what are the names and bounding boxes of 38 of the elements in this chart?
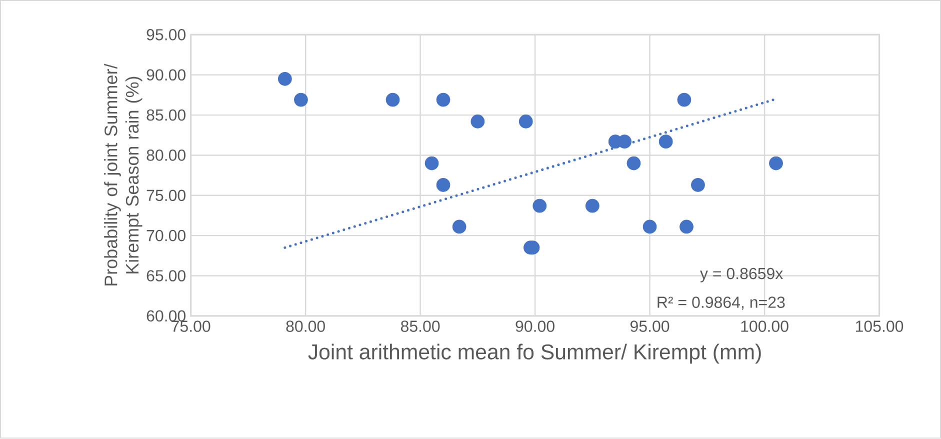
y-tick-label: 90.00 [146, 69, 186, 81]
point [769, 156, 783, 170]
point [386, 93, 400, 107]
y-tick-label: 70.00 [146, 230, 186, 242]
point [532, 199, 547, 213]
point [585, 199, 600, 213]
point [294, 93, 308, 107]
point [436, 93, 450, 107]
x-tick-label: 75.00 [172, 320, 210, 332]
point [691, 178, 705, 192]
y-axis-title: Probability of joint Summer/ Kirempt Season rain (%) [104, 64, 142, 286]
point [470, 114, 485, 129]
x-tick-label: 105.00 [856, 320, 904, 332]
point [424, 156, 439, 170]
point [658, 134, 673, 149]
x-tick-label: 85.00 [400, 320, 440, 332]
x-tick-label: 90.00 [516, 320, 554, 332]
annotation: y = 0.8659x [700, 268, 783, 283]
x-axis-title: Joint arithmetic mean fo Summer/ Kirempt (mm) [308, 344, 761, 364]
y-tick-label: 60.00 [146, 310, 186, 322]
x-tick-label: 80.00 [286, 320, 325, 332]
point [436, 178, 450, 192]
point [618, 134, 632, 149]
y-tick-label: 95.00 [146, 29, 186, 41]
point [278, 72, 292, 86]
point [680, 220, 694, 234]
point [518, 114, 533, 129]
y-tick-label: 80.00 [146, 150, 186, 162]
x-tick-label: 100.00 [741, 320, 788, 332]
point [642, 220, 657, 234]
point [452, 220, 466, 234]
annotation: R² = 0.9864, n=23 [658, 296, 785, 310]
point [677, 93, 692, 107]
y-tick-label: 75.00 [146, 190, 186, 202]
y-tick-label: 65.00 [146, 270, 186, 282]
point [626, 156, 641, 170]
y-tick-label: 85.00 [146, 110, 186, 121]
x-tick-label: 95.00 [630, 320, 670, 332]
